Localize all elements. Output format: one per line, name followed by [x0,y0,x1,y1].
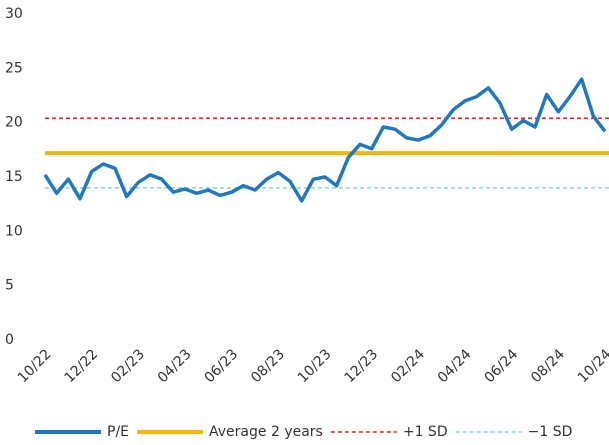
x-tick-label: 08/23 [248,346,288,386]
x-tick-label: 04/24 [435,346,475,386]
x-tick-label: 08/24 [528,346,568,386]
legend-label: +1 SD [403,424,448,440]
x-tick-label: 10/22 [15,346,55,386]
series-line [43,77,607,203]
y-tick-label: 5 [5,278,14,294]
x-tick-label: 10/24 [575,346,609,386]
legend-label: Average 2 years [209,424,323,440]
y-tick-label: 15 [5,169,23,185]
x-tick-label: 12/23 [341,346,381,386]
y-tick-label: 0 [5,332,14,348]
x-tick-label: 04/23 [155,346,195,386]
y-tick-label: 30 [5,6,23,22]
y-tick-label: 20 [5,115,23,131]
legend-label: P/E [107,424,129,440]
x-tick-label: 02/24 [388,346,428,386]
x-tick-label: 02/23 [108,346,148,386]
y-tick-label: 25 [5,60,23,76]
x-tick-label: 12/22 [61,346,101,386]
x-tick-label: 06/23 [201,346,241,386]
y-tick-label: 10 [5,223,23,239]
legend-label: −1 SD [528,424,573,440]
x-tick-label: 06/24 [481,346,521,386]
x-tick-label: 10/23 [295,346,335,386]
